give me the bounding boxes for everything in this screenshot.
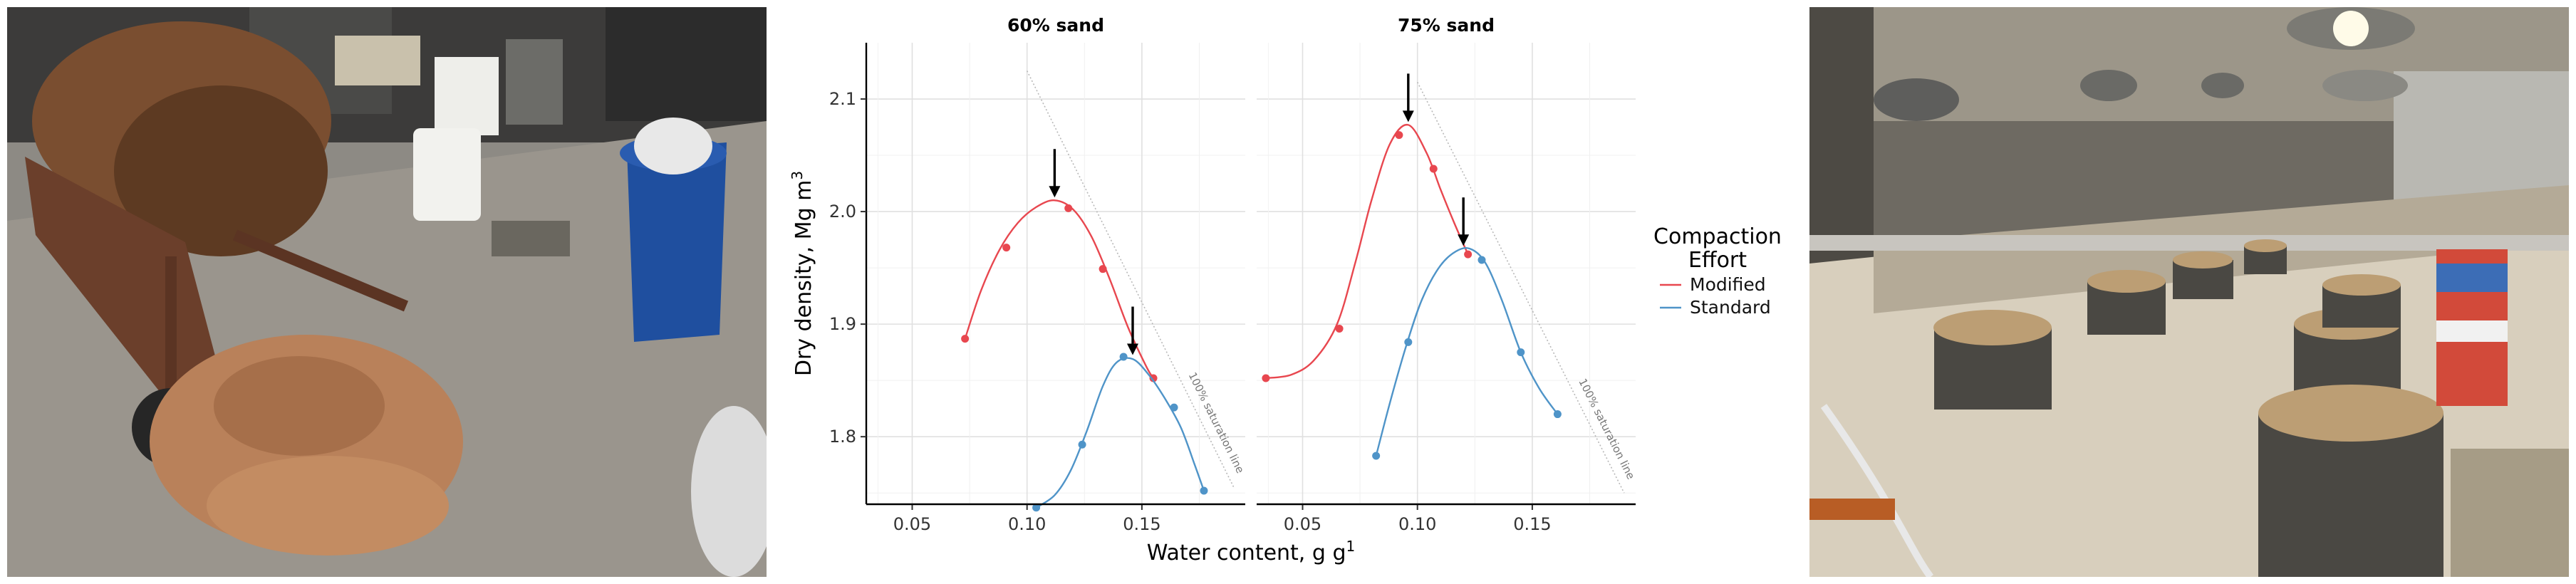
x-tick-label: 0.15 — [1123, 514, 1160, 534]
optimum-arrow-head — [1402, 110, 1414, 122]
panel-title-60-sand: 60% sand — [1007, 15, 1104, 36]
y-axis-title-sup: 3 — [789, 171, 806, 180]
point-modified — [1395, 131, 1403, 140]
x-axis-title-sup: 1 — [1346, 538, 1356, 555]
point-modified — [1149, 374, 1158, 382]
saturation-line — [1026, 71, 1235, 488]
point-modified — [1262, 374, 1270, 382]
point-standard — [1078, 440, 1086, 449]
axes: 0.05 0.10 0.15 0.05 0.10 0.15 1.8 1.9 2.0 2.1 — [829, 43, 1636, 534]
point-standard — [1032, 504, 1041, 512]
legend-label-standard: Standard — [1690, 297, 1771, 318]
curve-modified — [964, 199, 1155, 379]
panel-60-sand: 60% sand 100% saturation line — [866, 15, 1247, 512]
point-modified — [1335, 324, 1344, 333]
y-axis-title-text: Dry density, Mg m — [791, 180, 816, 376]
point-standard — [1372, 452, 1381, 460]
x-axis-title: Water content, g g1 — [1147, 538, 1356, 565]
x-axis-title-text: Water content, g g — [1147, 541, 1346, 565]
panel-75-sand: 75% sand 100% saturation line — [1257, 15, 1637, 504]
optimum-arrow-head — [1049, 186, 1061, 198]
curve-modified — [1265, 124, 1469, 380]
y-tick-label: 1.8 — [829, 427, 856, 447]
saturation-line — [1416, 81, 1625, 494]
point-standard — [1477, 256, 1486, 264]
point-modified — [1064, 204, 1073, 212]
point-modified — [1429, 165, 1438, 173]
photo-lab-samples — [1809, 7, 2569, 577]
legend-label-modified: Modified — [1690, 274, 1766, 295]
point-standard — [1517, 348, 1525, 357]
legend-title-line: Compaction — [1653, 224, 1782, 249]
y-tick-label: 1.9 — [829, 314, 856, 334]
photo-sand-mixer — [7, 7, 767, 577]
x-tick-label: 0.10 — [1008, 514, 1046, 534]
point-standard — [1119, 353, 1128, 361]
point-modified — [961, 335, 970, 343]
optimum-arrow-head — [1458, 234, 1470, 246]
legend-title: Compaction Effort — [1653, 224, 1782, 273]
y-tick-label: 2.0 — [829, 202, 856, 221]
point-standard — [1553, 410, 1562, 419]
saturation-line-label: 100% saturation line — [1576, 377, 1637, 481]
point-standard — [1404, 338, 1413, 346]
curve-standard — [1375, 246, 1559, 457]
y-tick-label: 2.1 — [829, 89, 856, 109]
y-axis-title: Dry density, Mg m3 — [789, 171, 816, 376]
optimum-arrow-head — [1127, 343, 1139, 355]
point-modified — [1464, 250, 1473, 259]
x-tick-label: 0.10 — [1398, 514, 1436, 534]
grid-panel-1 — [866, 43, 1245, 504]
x-tick-label: 0.05 — [893, 514, 931, 534]
x-tick-label: 0.05 — [1284, 514, 1321, 534]
compaction-chart: 60% sand 100% saturation line 75% sand 1… — [767, 0, 1809, 584]
panel-title-75-sand: 75% sand — [1398, 15, 1495, 36]
saturation-line-label: 100% saturation line — [1186, 370, 1247, 476]
point-modified — [1002, 244, 1011, 252]
x-tick-label: 0.15 — [1513, 514, 1551, 534]
point-standard — [1170, 403, 1178, 412]
grid-panel-2 — [1257, 43, 1636, 504]
point-standard — [1200, 486, 1208, 495]
legend-title-line: Effort — [1688, 248, 1747, 273]
point-modified — [1099, 265, 1107, 273]
